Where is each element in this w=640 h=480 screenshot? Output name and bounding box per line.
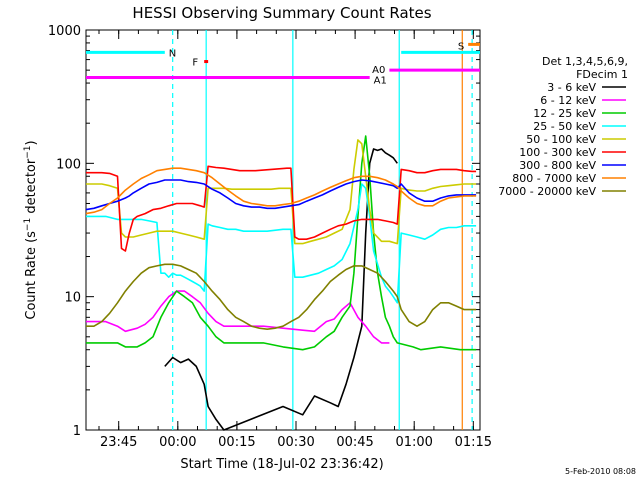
y-tick-label: 10 (64, 291, 81, 306)
y-axis-label: Count Rate (s−1 detector−1) (23, 140, 39, 319)
legend-label: 300 - 800 keV (519, 159, 596, 172)
legend-label: 12 - 25 keV (533, 107, 596, 120)
vertical-markers (172, 30, 473, 430)
tick-labels: 1 10 100 1000 23:45 00:00 00:15 00:30 00:45 01:00… (48, 24, 492, 450)
observing-bar-label: F (192, 58, 198, 69)
legend-label: 3 - 6 keV (547, 81, 596, 94)
x-tick-label: 00:15 (218, 435, 255, 450)
legend-label: 6 - 12 keV (540, 94, 596, 107)
y-tick-label: 1000 (48, 24, 81, 39)
footer-timestamp: 5-Feb-2010 08:08 (565, 467, 636, 476)
plot-frame (85, 29, 481, 431)
x-axis-label: Start Time (18-Jul-02 23:36:42) (180, 457, 383, 472)
plot-axes (85, 29, 481, 431)
observing-bar-label: S (458, 41, 464, 52)
legend-label: 800 - 7000 keV (512, 172, 596, 185)
series-line (164, 148, 398, 431)
x-tick-label: 00:00 (159, 435, 196, 450)
x-tick-label: 00:30 (277, 435, 314, 450)
x-tick-label: 00:45 (336, 435, 373, 450)
series-line (85, 167, 477, 215)
legend-label: 25 - 50 keV (533, 120, 596, 133)
observing-bar-label: A1 (374, 76, 387, 87)
y-tick-label: 100 (56, 157, 81, 172)
series-line (86, 139, 477, 245)
legend-header: FDecim 1 (576, 68, 628, 81)
chart-title: HESSI Observing Summary Count Rates (132, 4, 431, 22)
x-tick-label: 01:00 (395, 435, 432, 450)
legend-header: Det 1,3,4,5,6,9, (542, 55, 628, 68)
y-tick-label: 1 (73, 424, 81, 439)
x-tick-label: 01:15 (455, 435, 492, 450)
series-line (86, 290, 390, 344)
legend-label: 50 - 100 keV (526, 133, 596, 146)
observing-bar-label: A0 (372, 65, 385, 76)
series-line (86, 165, 477, 252)
series-line (86, 183, 477, 304)
series-line (85, 179, 477, 211)
series-line (86, 263, 477, 330)
x-tick-label: 23:45 (100, 435, 137, 450)
legend-label: 100 - 300 keV (519, 146, 596, 159)
observing-bar-label: N (169, 48, 176, 59)
series-lines (85, 135, 477, 431)
legend-label: 7000 - 20000 keV (498, 185, 596, 198)
series-line (86, 135, 477, 351)
